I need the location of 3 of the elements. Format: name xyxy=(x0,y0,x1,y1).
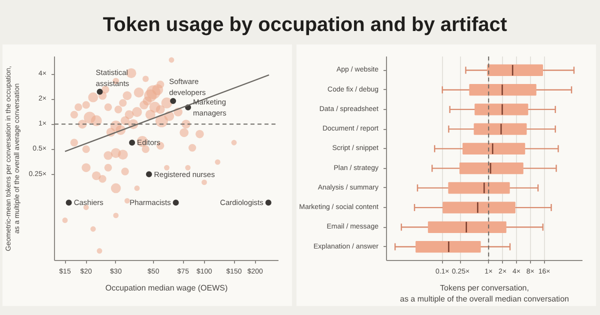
x-axis-title: Tokens per conversation, as a multiple of the overall median conversation xyxy=(400,284,569,304)
chart-title: Token usage by occupation and by artifact xyxy=(102,13,508,38)
x-axis-title: Occupation median wage (OEWS) xyxy=(105,284,228,292)
